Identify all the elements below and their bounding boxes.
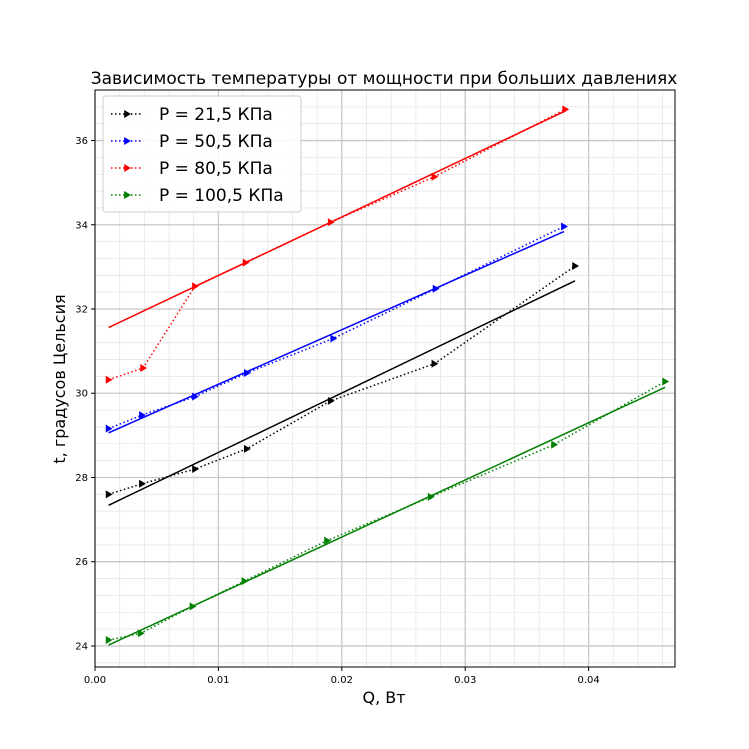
data-point	[561, 222, 568, 231]
fit-line	[108, 230, 565, 434]
legend-label: P = 50,5 КПа	[159, 132, 273, 152]
legend-item: P = 50,5 КПа	[111, 132, 273, 152]
y-tick-label: 34	[75, 220, 88, 231]
data-point	[192, 282, 199, 291]
legend-marker	[124, 164, 131, 172]
data-point	[189, 602, 197, 611]
y-tick-label: 26	[75, 557, 88, 568]
x-tick-label: 0.01	[207, 675, 229, 686]
data-point	[243, 444, 251, 453]
data-point	[551, 440, 559, 449]
data-point	[662, 377, 670, 386]
data-point	[139, 411, 146, 420]
legend-label: P = 21,5 КПа	[159, 105, 273, 125]
data-point	[140, 363, 148, 372]
data-point	[327, 218, 335, 227]
data-point	[105, 636, 113, 645]
legend-marker	[124, 191, 131, 199]
data-point	[327, 396, 335, 405]
x-tick-label: 0.00	[84, 675, 106, 686]
axis-ticks: 0.00 0.01 0.02 0.03 0.04 24 26 28 30 32 34 36	[75, 136, 599, 686]
data-point	[324, 536, 331, 545]
y-axis-label: t, градусов Цельсия	[50, 294, 69, 463]
series-3	[105, 105, 570, 384]
x-tick-label: 0.03	[454, 675, 476, 686]
data-point	[137, 629, 145, 638]
data-point	[562, 105, 570, 114]
series-2	[105, 222, 568, 434]
x-axis-label: Q, Вт	[362, 688, 405, 707]
data-point	[330, 334, 338, 343]
y-tick-label: 30	[75, 389, 88, 400]
series-layer	[105, 105, 670, 646]
legend-item: P = 80,5 КПа	[111, 159, 273, 179]
y-tick-label: 24	[75, 641, 88, 652]
data-point	[432, 284, 440, 293]
legend-marker	[124, 110, 131, 118]
legend-item: P = 21,5 КПа	[111, 105, 273, 125]
fit-line	[108, 280, 576, 506]
series-4	[105, 377, 670, 646]
data-point	[105, 424, 113, 433]
data-point	[105, 490, 113, 499]
legend-label: P = 80,5 КПа	[159, 159, 273, 179]
y-tick-label: 36	[75, 136, 88, 147]
y-tick-label: 28	[75, 473, 88, 484]
data-point	[241, 577, 249, 586]
data-point	[572, 262, 580, 271]
data-point	[192, 465, 199, 474]
data-point	[139, 479, 146, 488]
data-line	[108, 380, 666, 641]
data-point	[242, 258, 250, 267]
legend-box	[102, 95, 302, 213]
data-point	[243, 369, 251, 378]
x-tick-label: 0.04	[577, 675, 599, 686]
chart-title: Зависимость температуры от мощности при …	[91, 69, 678, 89]
data-point	[431, 359, 439, 368]
data-point	[192, 392, 199, 401]
series-1	[105, 262, 580, 506]
data-point	[427, 492, 435, 501]
legend-marker	[124, 137, 131, 145]
legend-item: P = 100,5 КПа	[111, 186, 284, 206]
data-point	[431, 172, 439, 181]
plot-frame	[94, 89, 676, 668]
data-point	[105, 375, 113, 384]
legend-label: P = 100,5 КПа	[159, 186, 284, 206]
legend: P = 21,5 КПа P = 50,5 КПа P = 80,5 КПа P = …	[102, 95, 302, 213]
y-tick-label: 32	[75, 305, 88, 316]
x-tick-label: 0.02	[331, 675, 353, 686]
fit-line	[108, 110, 566, 329]
